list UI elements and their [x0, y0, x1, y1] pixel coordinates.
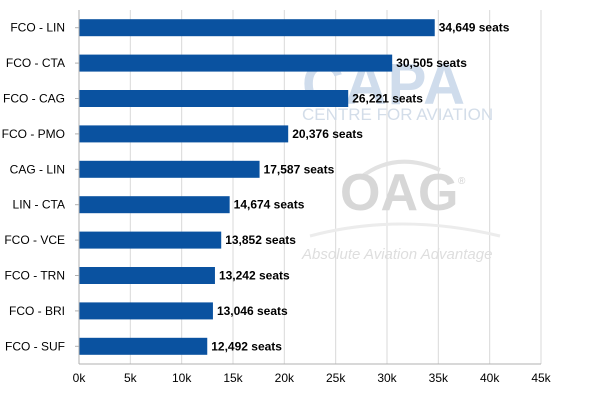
category-label: FCO - PMO: [2, 127, 65, 141]
bar: [79, 231, 222, 249]
data-label: 20,376 seats: [292, 127, 363, 141]
bar: [79, 302, 213, 320]
x-tick-label: 15k: [223, 371, 243, 385]
category-label: FCO - VCE: [4, 233, 65, 247]
bar: [79, 160, 260, 178]
category-label: FCO - TRN: [5, 269, 65, 283]
x-tick-label: 40k: [480, 371, 500, 385]
data-label: 13,852 seats: [225, 233, 296, 247]
x-tick-label: 0k: [73, 371, 87, 385]
data-label: 34,649 seats: [439, 21, 510, 35]
data-label: 30,505 seats: [396, 56, 467, 70]
x-tick-label: 25k: [326, 371, 346, 385]
x-axis: 0k 5k 10k 15k 20k 25k 30k 35k 40k 45k: [73, 10, 552, 385]
data-labels: 34,649 seats 30,505 seats 26,221 seats 20,3…: [211, 21, 510, 354]
bar: [79, 196, 230, 214]
oag-registered-mark: ®: [458, 176, 466, 187]
category-label: FCO - SUF: [5, 339, 65, 353]
category-label: LIN - CTA: [13, 198, 65, 212]
oag-logo-text: OAG: [340, 164, 458, 222]
bar: [79, 19, 435, 37]
category-label: FCO - CAG: [3, 92, 65, 106]
x-tick-label: 45k: [531, 371, 551, 385]
data-label: 13,046 seats: [217, 304, 288, 318]
data-label: 26,221 seats: [352, 92, 423, 106]
bar: [79, 54, 393, 72]
data-label: 12,492 seats: [211, 339, 282, 353]
bar: [79, 337, 208, 355]
capa-subtitle: CENTRE FOR AVIATION: [302, 105, 493, 124]
category-label: FCO - LIN: [10, 21, 65, 35]
x-tick-label: 10k: [172, 371, 192, 385]
oag-tagline: Absolute Aviation Advantage: [301, 246, 492, 263]
bar: [79, 125, 289, 143]
category-label: FCO - CTA: [6, 56, 65, 70]
x-tick-label: 5k: [124, 371, 138, 385]
oag-swoosh-icon: [358, 159, 441, 180]
category-label: CAG - LIN: [10, 162, 65, 176]
watermark: CAPA CENTRE FOR AVIATION OAG ® Absolute …: [301, 52, 501, 263]
category-labels: FCO - LIN FCO - CTA FCO - CAG FCO - PMO CAG …: [2, 21, 79, 353]
category-label: FCO - BRI: [9, 304, 65, 318]
x-tick-label: 35k: [429, 371, 449, 385]
x-tick-label: 20k: [275, 371, 295, 385]
data-label: 14,674 seats: [234, 198, 305, 212]
oag-underline-icon: [309, 222, 501, 238]
bar: [79, 267, 215, 284]
bar: [79, 90, 349, 107]
oag-logo: OAG ® Absolute Aviation Advantage: [301, 159, 501, 263]
data-label: 13,242 seats: [219, 269, 290, 283]
bars: [79, 19, 435, 355]
data-label: 17,587 seats: [264, 162, 335, 176]
x-tick-label: 30k: [377, 371, 397, 385]
